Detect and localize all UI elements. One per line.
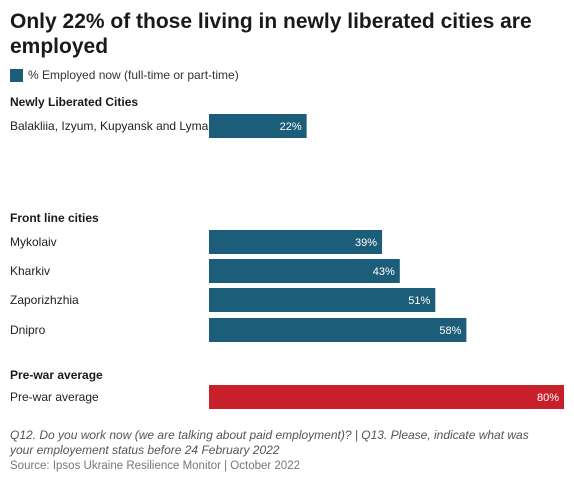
legend-label: % Employed now (full-time or part-time) bbox=[28, 68, 239, 82]
category-label: Kharkiv bbox=[10, 264, 50, 278]
bar-value-label: 39% bbox=[355, 237, 377, 249]
bar-value-label: 80% bbox=[537, 392, 559, 404]
bar bbox=[209, 230, 383, 254]
bar bbox=[209, 288, 436, 312]
group-heading-newly-liberated: Newly Liberated Cities bbox=[10, 95, 139, 109]
category-label: Dnipro bbox=[10, 323, 46, 337]
legend: % Employed now (full-time or part-time) bbox=[10, 68, 239, 82]
bar-chart: Balakliia, Izyum, Kupyansk and Lyman 22% M… bbox=[10, 114, 564, 409]
bar-value-label: 22% bbox=[280, 121, 302, 133]
bar bbox=[209, 114, 307, 138]
source-note: Source: Ipsos Ukraine Resilience Monitor… bbox=[10, 460, 300, 472]
group-heading-front-line: Front line cities bbox=[10, 211, 99, 225]
legend-swatch bbox=[10, 68, 23, 82]
group-heading-pre-war: Pre-war average bbox=[10, 368, 103, 382]
bar bbox=[209, 318, 467, 342]
bar bbox=[209, 385, 564, 409]
bar bbox=[209, 259, 400, 283]
bar-value-label: 43% bbox=[373, 266, 395, 278]
bar-value-label: 58% bbox=[439, 325, 461, 337]
category-label: Balakliia, Izyum, Kupyansk and Lyman bbox=[10, 119, 215, 133]
category-label: Mykolaiv bbox=[10, 235, 57, 249]
footnote: Q12. Do you work now (we are talking abo… bbox=[10, 428, 529, 457]
chart-title: Only 22% of those living in newly libera… bbox=[10, 10, 532, 58]
category-label: Zaporizhzhia bbox=[10, 293, 79, 307]
bar-value-label: 51% bbox=[408, 295, 430, 307]
category-label: Pre-war average bbox=[10, 390, 99, 404]
